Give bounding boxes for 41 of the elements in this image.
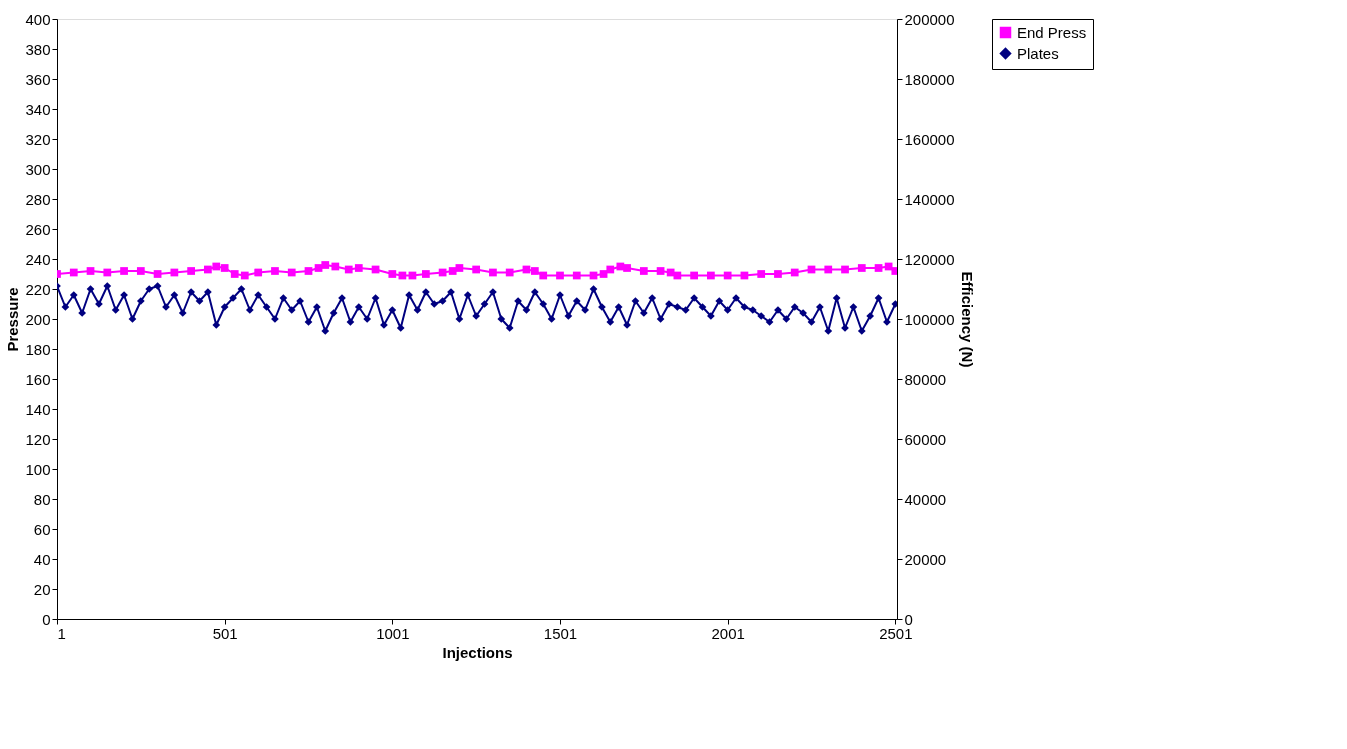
x-tick-label: 501: [212, 624, 238, 642]
y-tick-label: 360: [25, 70, 51, 88]
y2-tick-label: 120000: [904, 250, 955, 268]
y-axis-title: Pressure: [4, 287, 22, 352]
y-tick-label: 200: [25, 310, 51, 328]
x-axis-title: Injections: [442, 643, 513, 661]
y-tick-label: 40: [33, 550, 51, 568]
y-tick-label: 400: [25, 10, 51, 28]
y-tick-label: 260: [25, 220, 51, 238]
x-tick-label: 1001: [376, 624, 410, 642]
y-tick-label: 140: [25, 400, 51, 418]
x-tick-label: 1: [57, 624, 66, 642]
y2-tick-label: 180000: [904, 70, 955, 88]
y-tick-label: 0: [42, 610, 51, 628]
legend-label: Plates: [1017, 44, 1059, 62]
y2-tick-label: 200000: [904, 10, 955, 28]
y2-tick-label: 40000: [904, 490, 947, 508]
y-tick-label: 280: [25, 190, 51, 208]
y-tick-label: 300: [25, 160, 51, 178]
y-tick-label: 100: [25, 460, 51, 478]
y2-tick-label: 80000: [904, 370, 947, 388]
y-tick-label: 240: [25, 250, 51, 268]
y-tick-label: 160: [25, 370, 51, 388]
y2-axis-title: Efficiency (N): [958, 271, 976, 368]
y-tick-label: 20: [33, 580, 51, 598]
y-tick-label: 120: [25, 430, 51, 448]
y2-tick-label: 20000: [904, 550, 947, 568]
legend-label: End Press: [1017, 23, 1087, 41]
y2-tick-label: 140000: [904, 190, 955, 208]
x-tick-label: 1501: [543, 624, 578, 642]
y2-tick-label: 160000: [904, 130, 955, 148]
y2-tick-label: 100000: [904, 310, 955, 328]
y-tick-label: 60: [33, 520, 51, 538]
y-tick-label: 220: [25, 280, 51, 298]
y-tick-label: 380: [25, 40, 51, 58]
y-tick-label: 80: [33, 490, 51, 508]
x-tick-label: 2001: [711, 624, 745, 642]
y-tick-label: 340: [25, 100, 51, 118]
y2-tick-label: 60000: [904, 430, 947, 448]
y-tick-label: 320: [25, 130, 51, 148]
y-tick-label: 180: [25, 340, 51, 358]
